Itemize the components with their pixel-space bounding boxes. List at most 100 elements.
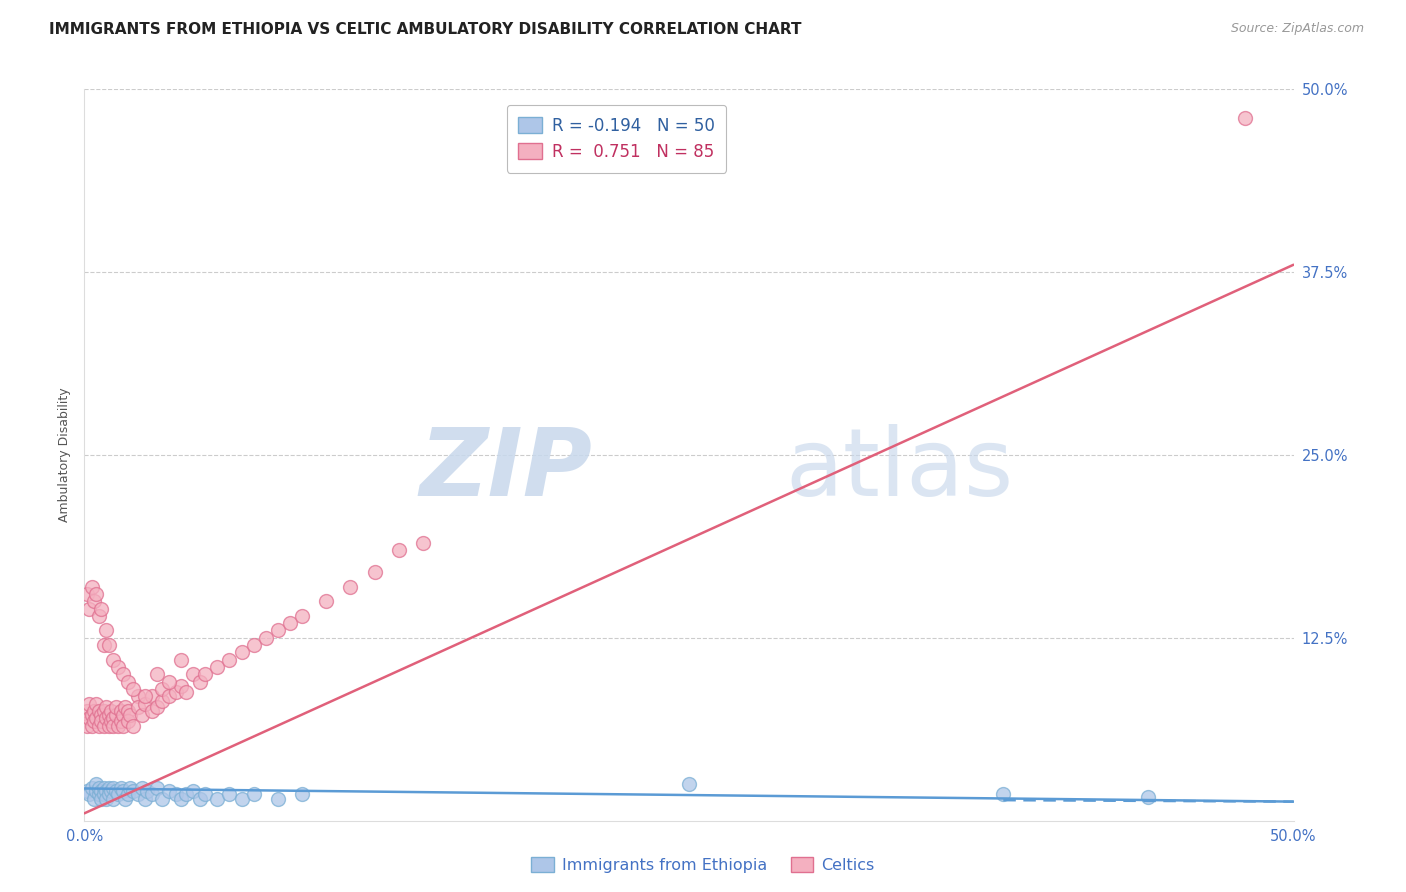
Point xyxy=(77,601,100,615)
Point xyxy=(141,690,163,704)
Y-axis label: Ambulatory Disability: Ambulatory Disability xyxy=(58,388,72,522)
Point xyxy=(83,714,105,728)
Point xyxy=(207,660,229,674)
Point xyxy=(165,787,187,801)
Point xyxy=(117,674,139,689)
Point xyxy=(242,787,264,801)
Point xyxy=(90,714,112,728)
Point xyxy=(107,787,129,801)
Point xyxy=(86,777,108,791)
Point xyxy=(103,781,125,796)
Text: Source: ZipAtlas.com: Source: ZipAtlas.com xyxy=(1230,22,1364,36)
Point xyxy=(190,674,212,689)
Point xyxy=(150,791,173,805)
Point xyxy=(157,690,180,704)
Point xyxy=(131,708,153,723)
Point xyxy=(90,601,112,615)
Point xyxy=(107,718,129,732)
Point xyxy=(242,638,264,652)
Point xyxy=(993,787,1015,801)
Point xyxy=(87,608,110,623)
Point xyxy=(104,784,127,798)
Point xyxy=(80,781,103,796)
Point xyxy=(86,587,108,601)
Point xyxy=(127,699,149,714)
Point xyxy=(127,690,149,704)
Point xyxy=(146,781,169,796)
Point xyxy=(87,718,110,732)
Point xyxy=(120,708,142,723)
Point xyxy=(218,787,240,801)
Point xyxy=(315,594,337,608)
Point xyxy=(150,681,173,696)
Point xyxy=(103,653,125,667)
Point xyxy=(150,694,173,708)
Point xyxy=(94,711,117,725)
Point xyxy=(93,781,115,796)
Point xyxy=(1234,112,1257,126)
Point xyxy=(207,791,229,805)
Point xyxy=(103,718,125,732)
Point xyxy=(114,699,136,714)
Point xyxy=(86,697,108,711)
Point xyxy=(103,711,125,725)
Point xyxy=(231,645,253,659)
Point xyxy=(117,704,139,718)
Point xyxy=(291,608,314,623)
Point xyxy=(121,681,143,696)
Point xyxy=(170,679,193,693)
Point xyxy=(134,697,156,711)
Point xyxy=(267,791,290,805)
Text: ZIP: ZIP xyxy=(419,424,592,516)
Point xyxy=(110,781,132,796)
Point xyxy=(76,784,98,798)
Point xyxy=(90,784,112,798)
Point xyxy=(93,718,115,732)
Point xyxy=(83,594,105,608)
Point xyxy=(194,667,217,681)
Point xyxy=(76,587,98,601)
Point xyxy=(121,784,143,798)
Point xyxy=(134,791,156,805)
Point xyxy=(141,704,163,718)
Point xyxy=(80,718,103,732)
Point xyxy=(110,714,132,728)
Point xyxy=(90,708,112,723)
Point xyxy=(112,667,135,681)
Point xyxy=(114,791,136,805)
Point xyxy=(339,580,361,594)
Point xyxy=(112,708,135,723)
Point xyxy=(100,784,122,798)
Point xyxy=(131,781,153,796)
Point xyxy=(388,543,411,558)
Point xyxy=(93,787,115,801)
Point xyxy=(127,787,149,801)
Legend: R = -0.194   N = 50, R =  0.751   N = 85: R = -0.194 N = 50, R = 0.751 N = 85 xyxy=(506,105,725,172)
Point xyxy=(134,690,156,704)
Point xyxy=(278,616,301,631)
Point xyxy=(267,624,290,638)
Text: atlas: atlas xyxy=(786,424,1014,516)
Point xyxy=(93,704,115,718)
Point xyxy=(170,791,193,805)
Point xyxy=(165,685,187,699)
Point xyxy=(87,781,110,796)
Point xyxy=(97,781,120,796)
Point xyxy=(120,781,142,796)
Point xyxy=(291,787,314,801)
Point xyxy=(117,787,139,801)
Point xyxy=(77,697,100,711)
Point xyxy=(157,674,180,689)
Point xyxy=(94,784,117,798)
Point xyxy=(80,708,103,723)
Point xyxy=(112,718,135,732)
Point xyxy=(86,711,108,725)
Point xyxy=(181,667,204,681)
Point xyxy=(100,704,122,718)
Point xyxy=(86,784,108,798)
Point xyxy=(97,787,120,801)
Point xyxy=(97,708,120,723)
Point xyxy=(83,704,105,718)
Point xyxy=(174,787,197,801)
Point xyxy=(363,565,385,579)
